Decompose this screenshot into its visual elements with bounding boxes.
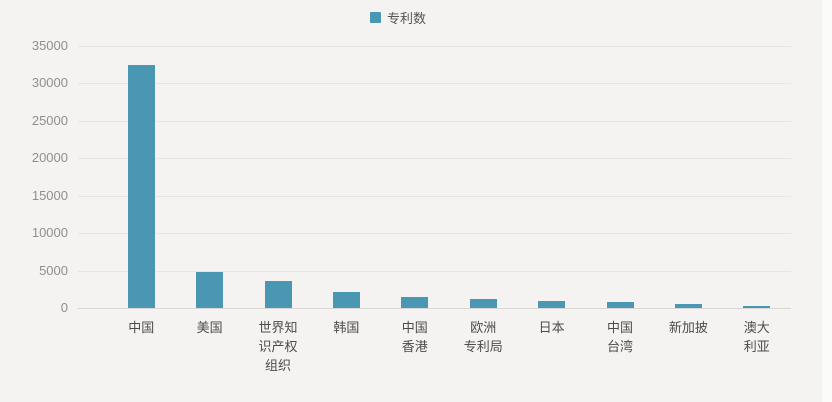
y-axis-tick-label: 30000 <box>31 75 68 91</box>
y-axis-tick-label: 35000 <box>31 38 68 53</box>
bar-日本[interactable] <box>538 301 566 308</box>
bar-世界知识产权组织[interactable] <box>264 281 292 308</box>
bar-澳大利亚[interactable] <box>743 305 771 308</box>
legend-label: 专利数 <box>387 11 427 26</box>
bar-中国台湾[interactable] <box>606 301 634 308</box>
bar-美国[interactable] <box>196 272 224 308</box>
right-margin <box>822 0 832 402</box>
y-axis-tick-label: 20000 <box>31 150 68 166</box>
gridline <box>78 83 791 85</box>
bar-中国[interactable] <box>127 64 155 308</box>
x-axis-label: 美国 <box>196 320 223 335</box>
y-axis-tick-label: 10000 <box>31 225 68 241</box>
y-axis-tick-label: 15000 <box>31 187 68 203</box>
x-axis-line <box>78 308 791 309</box>
legend-swatch-icon <box>370 12 381 23</box>
bar-新加披[interactable] <box>674 303 702 308</box>
bar-中国香港[interactable] <box>401 297 429 308</box>
y-axis-tick-label: 0 <box>60 300 68 315</box>
bar-韩国[interactable] <box>332 291 360 308</box>
gridline <box>78 120 791 122</box>
gridline <box>78 158 791 160</box>
x-axis-label: 世界知 识产权 组织 <box>258 320 298 373</box>
gridline <box>78 233 791 235</box>
y-axis-tick-label: 5000 <box>39 262 68 278</box>
x-axis-label: 中国 台湾 <box>606 320 633 354</box>
x-axis-label: 中国 香港 <box>401 320 428 354</box>
bar-欧洲专利局[interactable] <box>469 299 497 308</box>
x-axis-label: 日本 <box>538 320 565 335</box>
x-axis-label: 韩国 <box>333 320 360 335</box>
y-axis-tick-label: 25000 <box>31 112 68 128</box>
gridline <box>78 46 791 47</box>
x-axis-label: 新加披 <box>668 320 708 335</box>
gridline <box>78 270 791 272</box>
x-axis-label: 中国 <box>128 320 155 335</box>
x-axis-label: 欧洲 专利局 <box>463 320 503 354</box>
gridline <box>78 195 791 197</box>
x-axis-label: 澳大 利亚 <box>743 320 770 354</box>
legend-item[interactable]: 专利数 <box>370 8 426 27</box>
